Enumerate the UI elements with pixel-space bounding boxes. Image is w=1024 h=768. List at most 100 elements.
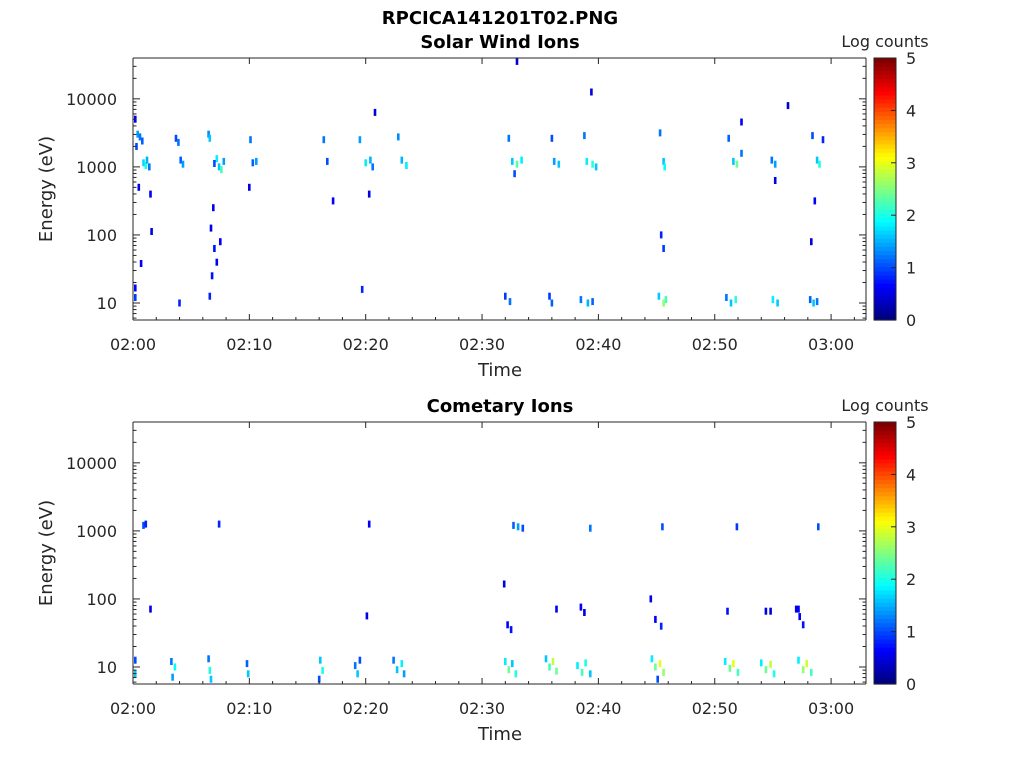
data-cell: [251, 159, 255, 167]
data-cell: [776, 299, 779, 307]
colorbar-segment: [874, 217, 896, 223]
colorbar-segment: [874, 512, 896, 517]
data-cell: [506, 621, 509, 629]
colorbar-segment: [874, 94, 896, 100]
colorbar-segment: [874, 131, 896, 137]
data-cell: [821, 136, 825, 144]
colorbar-segment: [874, 242, 896, 247]
data-cell: [726, 607, 729, 615]
data-cell: [144, 162, 148, 169]
data-cell: [544, 655, 548, 663]
data-cell: [811, 132, 814, 140]
y-tick-label: 10: [97, 658, 117, 677]
colorbar-segment: [874, 626, 896, 632]
colorbar-segment: [874, 598, 896, 603]
panel-title: Cometary Ions: [427, 396, 574, 417]
data-cell: [207, 130, 210, 138]
colorbar-segment: [874, 557, 896, 562]
data-cell: [136, 130, 139, 138]
colorbar-segment: [874, 70, 896, 75]
colorbar-segment: [874, 234, 896, 239]
colorbar-segment: [874, 422, 896, 427]
data-cell: [217, 520, 221, 528]
x-tick-label: 03:00: [808, 699, 854, 718]
data-cell: [373, 108, 377, 116]
colorbar-segment: [874, 221, 896, 227]
colorbar-segment: [874, 548, 896, 554]
data-cell: [395, 666, 399, 674]
data-cell: [255, 157, 258, 165]
colorbar-segment: [874, 127, 896, 133]
colorbar-segment: [874, 266, 896, 272]
data-cell: [723, 658, 727, 665]
data-cell: [590, 88, 593, 96]
data-cell: [769, 660, 772, 668]
colorbar-segment: [874, 614, 896, 620]
data-cell: [134, 656, 137, 664]
colorbar-frame: [873, 57, 897, 321]
data-cell: [181, 160, 185, 168]
data-cell: [659, 231, 663, 239]
data-cell: [209, 675, 213, 683]
colorbar-segment: [874, 663, 896, 669]
colorbar-segment: [874, 438, 896, 444]
data-cell: [576, 662, 579, 670]
x-tick-label: 02:10: [226, 699, 272, 718]
data-cell: [173, 663, 177, 671]
data-cell: [594, 163, 598, 171]
colorbar-tick-label: 1: [906, 623, 916, 642]
data-cell: [735, 160, 739, 168]
colorbar-segment: [874, 168, 896, 174]
colorbar-segment: [874, 229, 896, 235]
data-cell: [360, 285, 364, 293]
colorbar-segment: [874, 495, 896, 501]
colorbar-segment: [874, 225, 896, 231]
colorbar-segment: [874, 82, 896, 88]
data-cell: [507, 134, 511, 142]
data-cell: [405, 162, 408, 169]
data-cell: [145, 156, 149, 164]
data-cell: [222, 157, 226, 165]
panel-solar-wind: Solar Wind Ions 02:00 02:10 02:20 02:30 02:4…: [36, 32, 929, 381]
x-axis-label: Time: [477, 360, 522, 381]
colorbar-segment: [874, 524, 896, 530]
data-cell: [548, 292, 551, 300]
colorbar-tick-label: 5: [906, 49, 916, 68]
x-tick-label: 02:30: [459, 335, 505, 354]
y-tick-label: 10000: [66, 454, 117, 473]
x-tick-label: 02:30: [459, 699, 505, 718]
colorbar-segment: [874, 258, 896, 264]
data-cell: [650, 655, 654, 663]
colorbar-segment: [874, 315, 896, 321]
data-cell: [215, 258, 219, 266]
data-cell: [358, 136, 362, 144]
data-cell: [331, 197, 335, 205]
data-cell: [801, 666, 805, 674]
data-cell: [215, 155, 219, 163]
colorbar-segment: [874, 659, 896, 665]
y-tick-label: 10000: [66, 90, 117, 109]
data-cell: [212, 204, 215, 212]
data-cell: [585, 157, 589, 165]
data-cell: [511, 157, 514, 165]
x-tick-label: 02:20: [343, 699, 389, 718]
colorbar-tick-label: 4: [906, 101, 916, 120]
colorbar-segment: [874, 536, 896, 542]
data-cell: [319, 656, 322, 664]
colorbar-segment: [874, 499, 896, 505]
colorbar-segment: [874, 606, 896, 611]
colorbar-tick-label: 4: [906, 465, 916, 484]
data-cell: [364, 159, 367, 167]
data-cell: [142, 159, 145, 167]
data-cell: [516, 523, 520, 531]
x-tick-label: 02:40: [575, 335, 621, 354]
data-cell: [402, 670, 406, 678]
data-cell: [400, 660, 404, 668]
colorbar-segment: [874, 467, 896, 472]
data-cell: [208, 134, 212, 142]
colorbar-segment: [874, 434, 896, 439]
colorbar-segment: [874, 123, 896, 129]
colorbar-segment: [874, 307, 896, 313]
colorbar-segment: [874, 156, 896, 161]
